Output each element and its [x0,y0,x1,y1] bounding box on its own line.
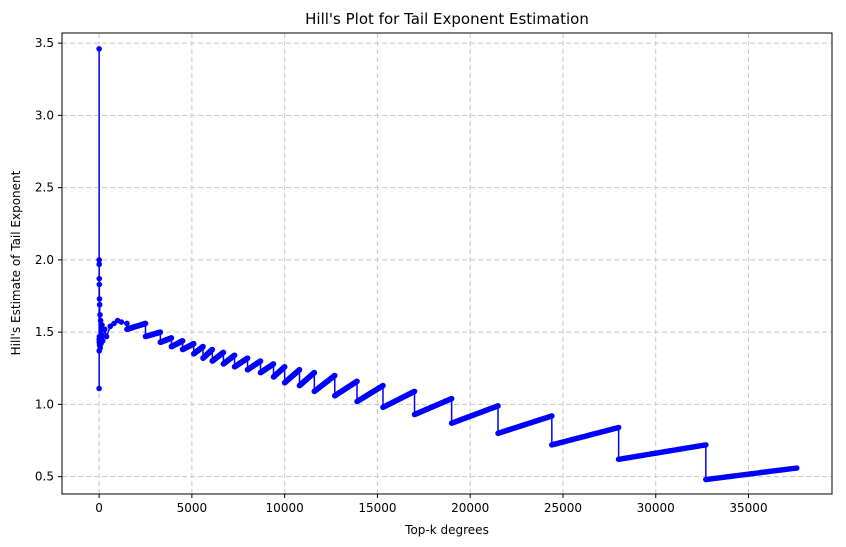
data-point [703,442,709,448]
data-point [615,424,622,431]
plot-frame [61,32,833,495]
x-tick-label: 30000 [637,501,675,515]
data-point [209,346,216,353]
data-point [96,261,102,268]
data-point [124,320,130,327]
data-point [549,413,555,419]
x-tick-label: 0 [95,501,103,515]
data-point [103,333,110,340]
data-point [100,338,106,344]
data-point [190,340,197,347]
data-point [257,358,264,364]
data-point [179,338,186,344]
grid-layer [62,33,832,494]
data-point [96,296,103,302]
data-point [244,355,251,361]
x-tick-label: 15000 [358,501,396,515]
data-point [96,301,103,308]
data-point [380,382,386,389]
data-point [96,333,103,340]
y-tick-label: 3.0 [35,108,54,122]
data-point [231,352,238,359]
data-point [411,388,418,395]
data-point [97,312,103,318]
x-axis-label: Top-k degrees [404,523,489,537]
x-tick-label: 20000 [451,501,489,515]
data-point [331,372,338,379]
y-tick-label: 2.5 [35,181,54,195]
y-tick-label: 3.5 [35,36,54,50]
y-tick-label: 0.5 [35,470,54,484]
data-point [118,319,125,325]
data-point [96,46,102,52]
data-point [96,385,102,392]
data-point [97,345,104,351]
y-tick-label: 1.5 [35,325,54,339]
data-point [97,317,104,324]
x-tick-label: 10000 [266,501,304,515]
x-tick-label: 25000 [544,501,582,515]
data-point [101,326,108,333]
x-tick-label: 35000 [729,501,767,515]
data-point [168,335,175,341]
data-point [281,364,288,370]
tick-layer: 0 5000 10000 15000 20000 25000 30000 35000 0.5 1.… [35,36,768,515]
data-point [311,369,318,376]
data-point [354,378,360,385]
data-point [270,361,277,367]
data-point [296,366,303,373]
y-tick-label: 2.0 [35,253,54,267]
data-point [96,275,103,282]
chart-title: Hill's Plot for Tail Exponent Estimation [305,10,589,28]
data-layer [96,46,800,483]
data-point [200,343,206,350]
x-tick-label: 5000 [177,501,208,515]
data-point [220,349,227,356]
data-point [793,465,800,471]
data-point [495,403,501,409]
data-point [99,322,105,328]
data-point [142,320,149,327]
data-point [448,395,455,402]
data-point [157,329,164,335]
y-tick-label: 1.0 [35,397,54,411]
data-point [96,257,102,263]
data-point [96,281,103,288]
y-axis-label: Hill's Estimate of Tail Exponent [9,170,23,355]
